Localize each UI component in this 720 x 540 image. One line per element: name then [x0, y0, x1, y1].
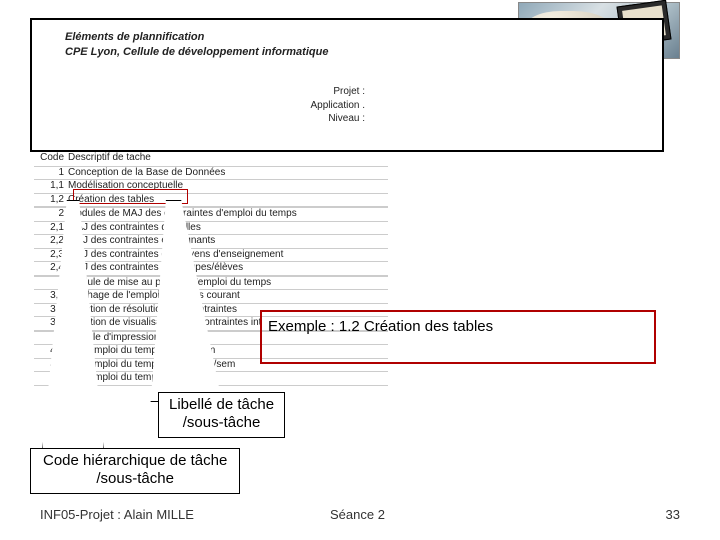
footer-left: INF05-Projet : Alain MILLE	[40, 507, 194, 522]
col-desc: Descriptif de tache	[68, 152, 388, 165]
exemple-box: Exemple : 1.2 Création des tables	[260, 310, 656, 364]
table-row: 2,4MAJ des contraintes de groupes/élèves	[34, 262, 388, 276]
footer-mid: Séance 2	[330, 507, 385, 522]
header-line1: Eléments de plannification	[65, 30, 328, 45]
libelle-line1: Libellé de tâche	[169, 396, 274, 414]
header-line2: CPE Lyon, Cellule de développement infor…	[65, 45, 328, 60]
table-header-row: Code Descriptif de tache	[34, 152, 388, 167]
libelle-line2: /sous-tâche	[169, 414, 274, 432]
label-niveau: Niveau :	[311, 112, 365, 126]
document-header: Eléments de plannification CPE Lyon, Cel…	[65, 30, 328, 60]
label-application: Application .	[311, 99, 365, 113]
exemple-text: Exemple : 1.2 Création des tables	[268, 318, 493, 335]
code-line1: Code hiérarchique de tâche	[43, 452, 227, 470]
label-projet: Projet :	[311, 85, 365, 99]
table-row: 2,2MAJ des contraintes enseignants	[34, 235, 388, 249]
footer-page-number: 33	[666, 507, 680, 522]
code-box: Code hiérarchique de tâche /sous-tâche	[30, 448, 240, 494]
table-row: 2,3MAJ des contraintes de moyens d'ensei…	[34, 249, 388, 263]
col-code: Code	[34, 152, 68, 165]
code-line2: /sous-tâche	[43, 470, 227, 488]
table-row: 2Modules de MAJ des contraintes d'emploi…	[34, 208, 388, 222]
table-row: 1Conception de la Base de Données	[34, 167, 388, 181]
table-row: 2,1MAJ des contraintes de salles	[34, 222, 388, 236]
libelle-box: Libellé de tâche /sous-tâche	[158, 392, 285, 438]
document-right-labels: Projet : Application . Niveau :	[311, 85, 365, 126]
